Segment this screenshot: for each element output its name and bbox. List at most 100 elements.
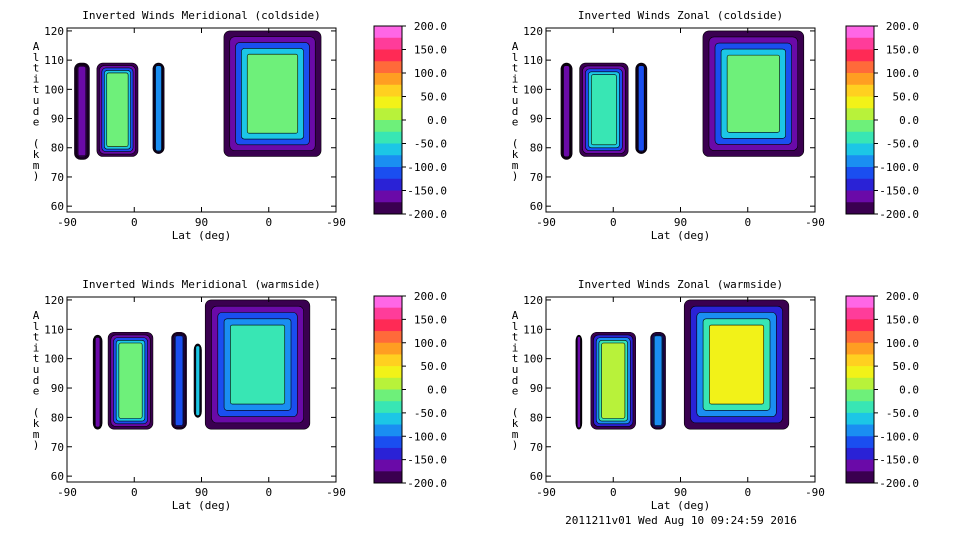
colorbar: 200.0 150.0 100.0 50.0 0.0 -50.0 -100.0 -150.0 -… [373,20,448,221]
y-tick-label: 120 [44,294,64,307]
data-region [590,331,636,430]
colorbar-tick-label: -50.0 [886,407,919,420]
colorbar-swatch [374,84,402,97]
y-tick-label: 90 [51,113,64,126]
x-tick-label: 0 [131,216,138,229]
contour-band [577,336,581,429]
colorbar-swatch [846,190,874,203]
data-region [650,331,666,430]
data-region [560,62,573,160]
data-region [193,343,202,418]
colorbar-swatch [846,143,874,156]
colorbar-tick-label: -100.0 [879,161,919,174]
colorbar-swatch [846,37,874,50]
contour-band [601,342,626,419]
colorbar-tick-label: -150.0 [407,185,447,198]
contour-band [195,345,201,416]
colorbar-tick-label: -150.0 [879,185,919,198]
colorbar-swatch [846,26,874,39]
colorbar-tick-label: 0.0 [899,114,919,127]
data-region [171,331,187,430]
x-tick-label: 0 [265,486,272,499]
x-axis-label: Lat (deg) [651,499,711,512]
colorbar-swatch [846,178,874,191]
colorbar-swatch [374,131,402,144]
colorbar-swatch [374,120,402,133]
contour-band [638,65,645,152]
x-tick-label: 0 [131,486,138,499]
x-tick-label: -90 [326,486,346,499]
x-tick-label: -90 [57,486,77,499]
colorbar-swatch [374,178,402,191]
colorbar-tick-label: 150.0 [414,313,447,326]
colorbar-swatch [846,108,874,121]
colorbar-swatch [374,155,402,168]
colorbar-tick-label: 200.0 [886,290,919,303]
colorbar-swatch [846,447,874,461]
y-tick-label: 120 [44,25,64,38]
x-tick-label: 0 [744,486,751,499]
x-tick-label: 0 [610,216,617,229]
colorbar-swatch [846,366,874,379]
colorbar-swatch [374,436,402,449]
colorbar-tick-label: 50.0 [893,360,920,373]
colorbar-swatch [374,401,402,414]
y-tick-label: 70 [530,441,543,454]
colorbar-swatch [374,354,402,367]
chart-panel-3: Inverted Winds Meridional (warmside) -90 0… [33,278,447,512]
y-tick-label: 70 [51,441,64,454]
y-tick-label: 100 [44,353,64,366]
colorbar-swatch [374,296,402,309]
colorbar-tick-label: 200.0 [886,20,919,33]
data-region [635,62,648,154]
colorbar-swatch [374,377,402,390]
data-region [92,334,103,430]
colorbar-swatch [374,143,402,156]
contour-band [726,54,780,133]
contour-band [590,74,617,146]
x-tick-label: 90 [674,486,687,499]
y-tick-label: 60 [530,470,543,483]
data-region [96,62,139,157]
colorbar-swatch [374,108,402,121]
colorbar-swatch [846,61,874,74]
colorbar-swatch [374,49,402,62]
data-region [74,62,90,160]
contour-band [95,337,101,428]
x-axis-label: Lat (deg) [172,229,232,242]
colorbar-swatch [374,167,402,180]
x-tick-label: -90 [536,486,556,499]
chart-panel-1: Inverted Winds Meridional (coldside) -90 0… [33,9,447,242]
contour-band [118,342,143,419]
colorbar-swatch [846,436,874,449]
contour-band [563,65,570,158]
x-tick-label: -90 [326,216,346,229]
colorbar-tick-label: 150.0 [414,44,447,57]
colorbar-swatch [374,307,402,320]
footer-timestamp: 2011211v01 Wed Aug 10 09:24:59 2016 [565,514,797,527]
data-region [683,299,790,430]
y-tick-label: 110 [44,323,64,336]
y-tick-label: 80 [530,142,543,155]
data-region [152,62,165,154]
y-tick-label: 110 [44,54,64,67]
colorbar-swatch [846,49,874,62]
contour-band [174,335,184,426]
chart-title: Inverted Winds Meridional (coldside) [82,9,320,22]
colorbar-tick-label: -50.0 [414,138,447,151]
y-tick-label: 120 [523,294,543,307]
colorbar-swatch [846,401,874,414]
colorbar-tick-label: 100.0 [414,67,447,80]
colorbar-tick-label: 50.0 [421,91,448,104]
colorbar-swatch [846,296,874,309]
colorbar-tick-label: -100.0 [407,430,447,443]
colorbar-tick-label: 200.0 [414,290,447,303]
colorbar-swatch [846,131,874,144]
y-tick-label: 80 [530,411,543,424]
chart-title: Inverted Winds Zonal (coldside) [578,9,783,22]
chart-panel-4: Inverted Winds Zonal (warmside) -90 0 90 0 -9… [512,278,919,512]
colorbar-tick-label: 100.0 [886,67,919,80]
chart-title: Inverted Winds Meridional (warmside) [82,278,320,291]
